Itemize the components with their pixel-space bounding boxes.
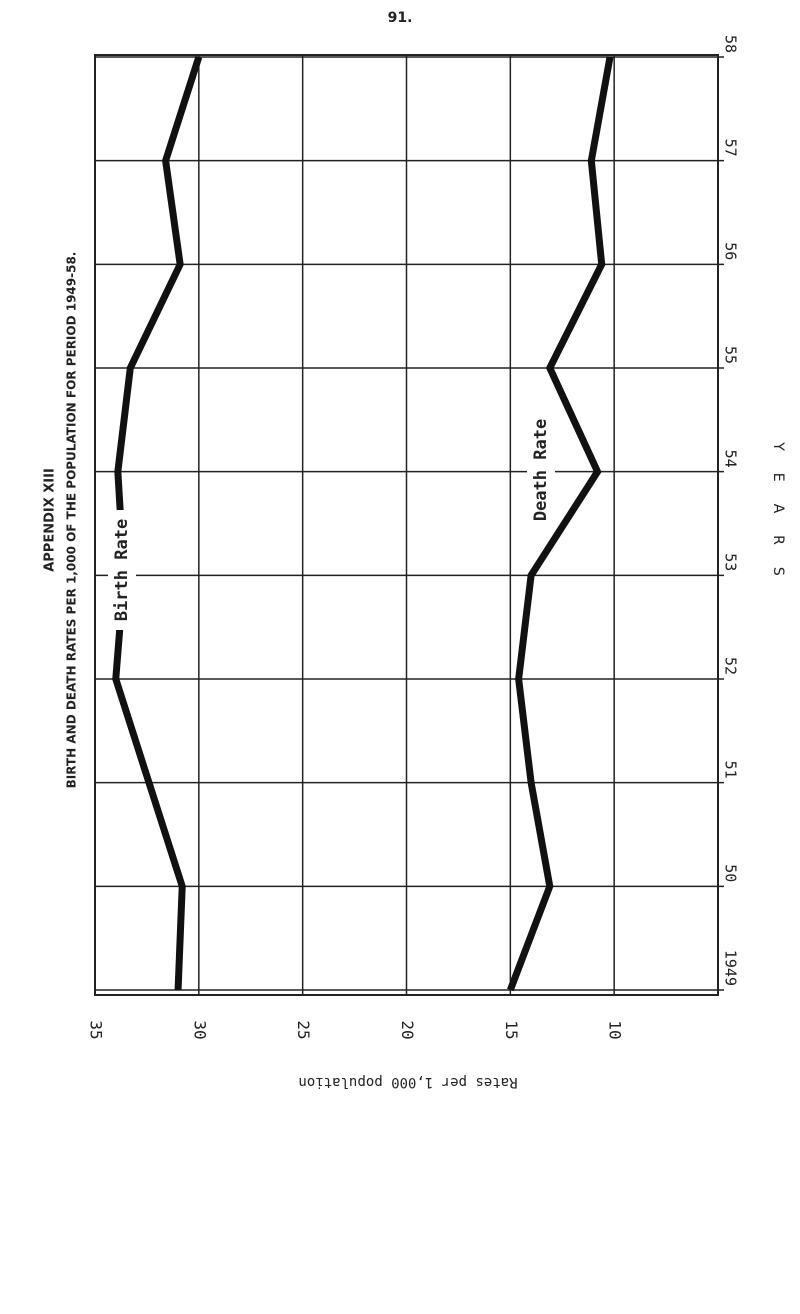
page-number: 91. [388,10,413,26]
y-axis-label: Rates per 1,000 population [298,1074,517,1090]
year-label: 53 [722,553,740,571]
year-label: 55 [722,346,740,364]
value-tick-label: 35 [87,1020,106,1039]
value-tick-label: 10 [606,1020,625,1039]
chart-title: BIRTH AND DEATH RATES PER 1,000 OF THE P… [65,252,79,789]
series-label: Death Rate [531,419,551,521]
legend-bg [527,410,555,530]
value-tick-label: 25 [294,1020,313,1039]
value-tick-label: 20 [398,1020,417,1039]
year-label: 51 [722,761,740,779]
year-label: 57 [722,139,740,157]
year-label: 1949 [722,950,740,986]
year-label: 58 [722,35,740,53]
series-line [507,56,614,992]
year-label: 50 [722,864,740,882]
year-label: 56 [722,242,740,260]
legend-bg [108,510,136,630]
value-tick-label: 15 [502,1020,521,1039]
x-axis-label: YEARS [770,441,786,598]
year-label: 54 [722,450,740,468]
year-label: 52 [722,657,740,675]
appendix: APPENDIX XIII [43,468,58,572]
value-tick-label: 30 [190,1020,209,1039]
series-label: Birth Rate [112,519,132,621]
